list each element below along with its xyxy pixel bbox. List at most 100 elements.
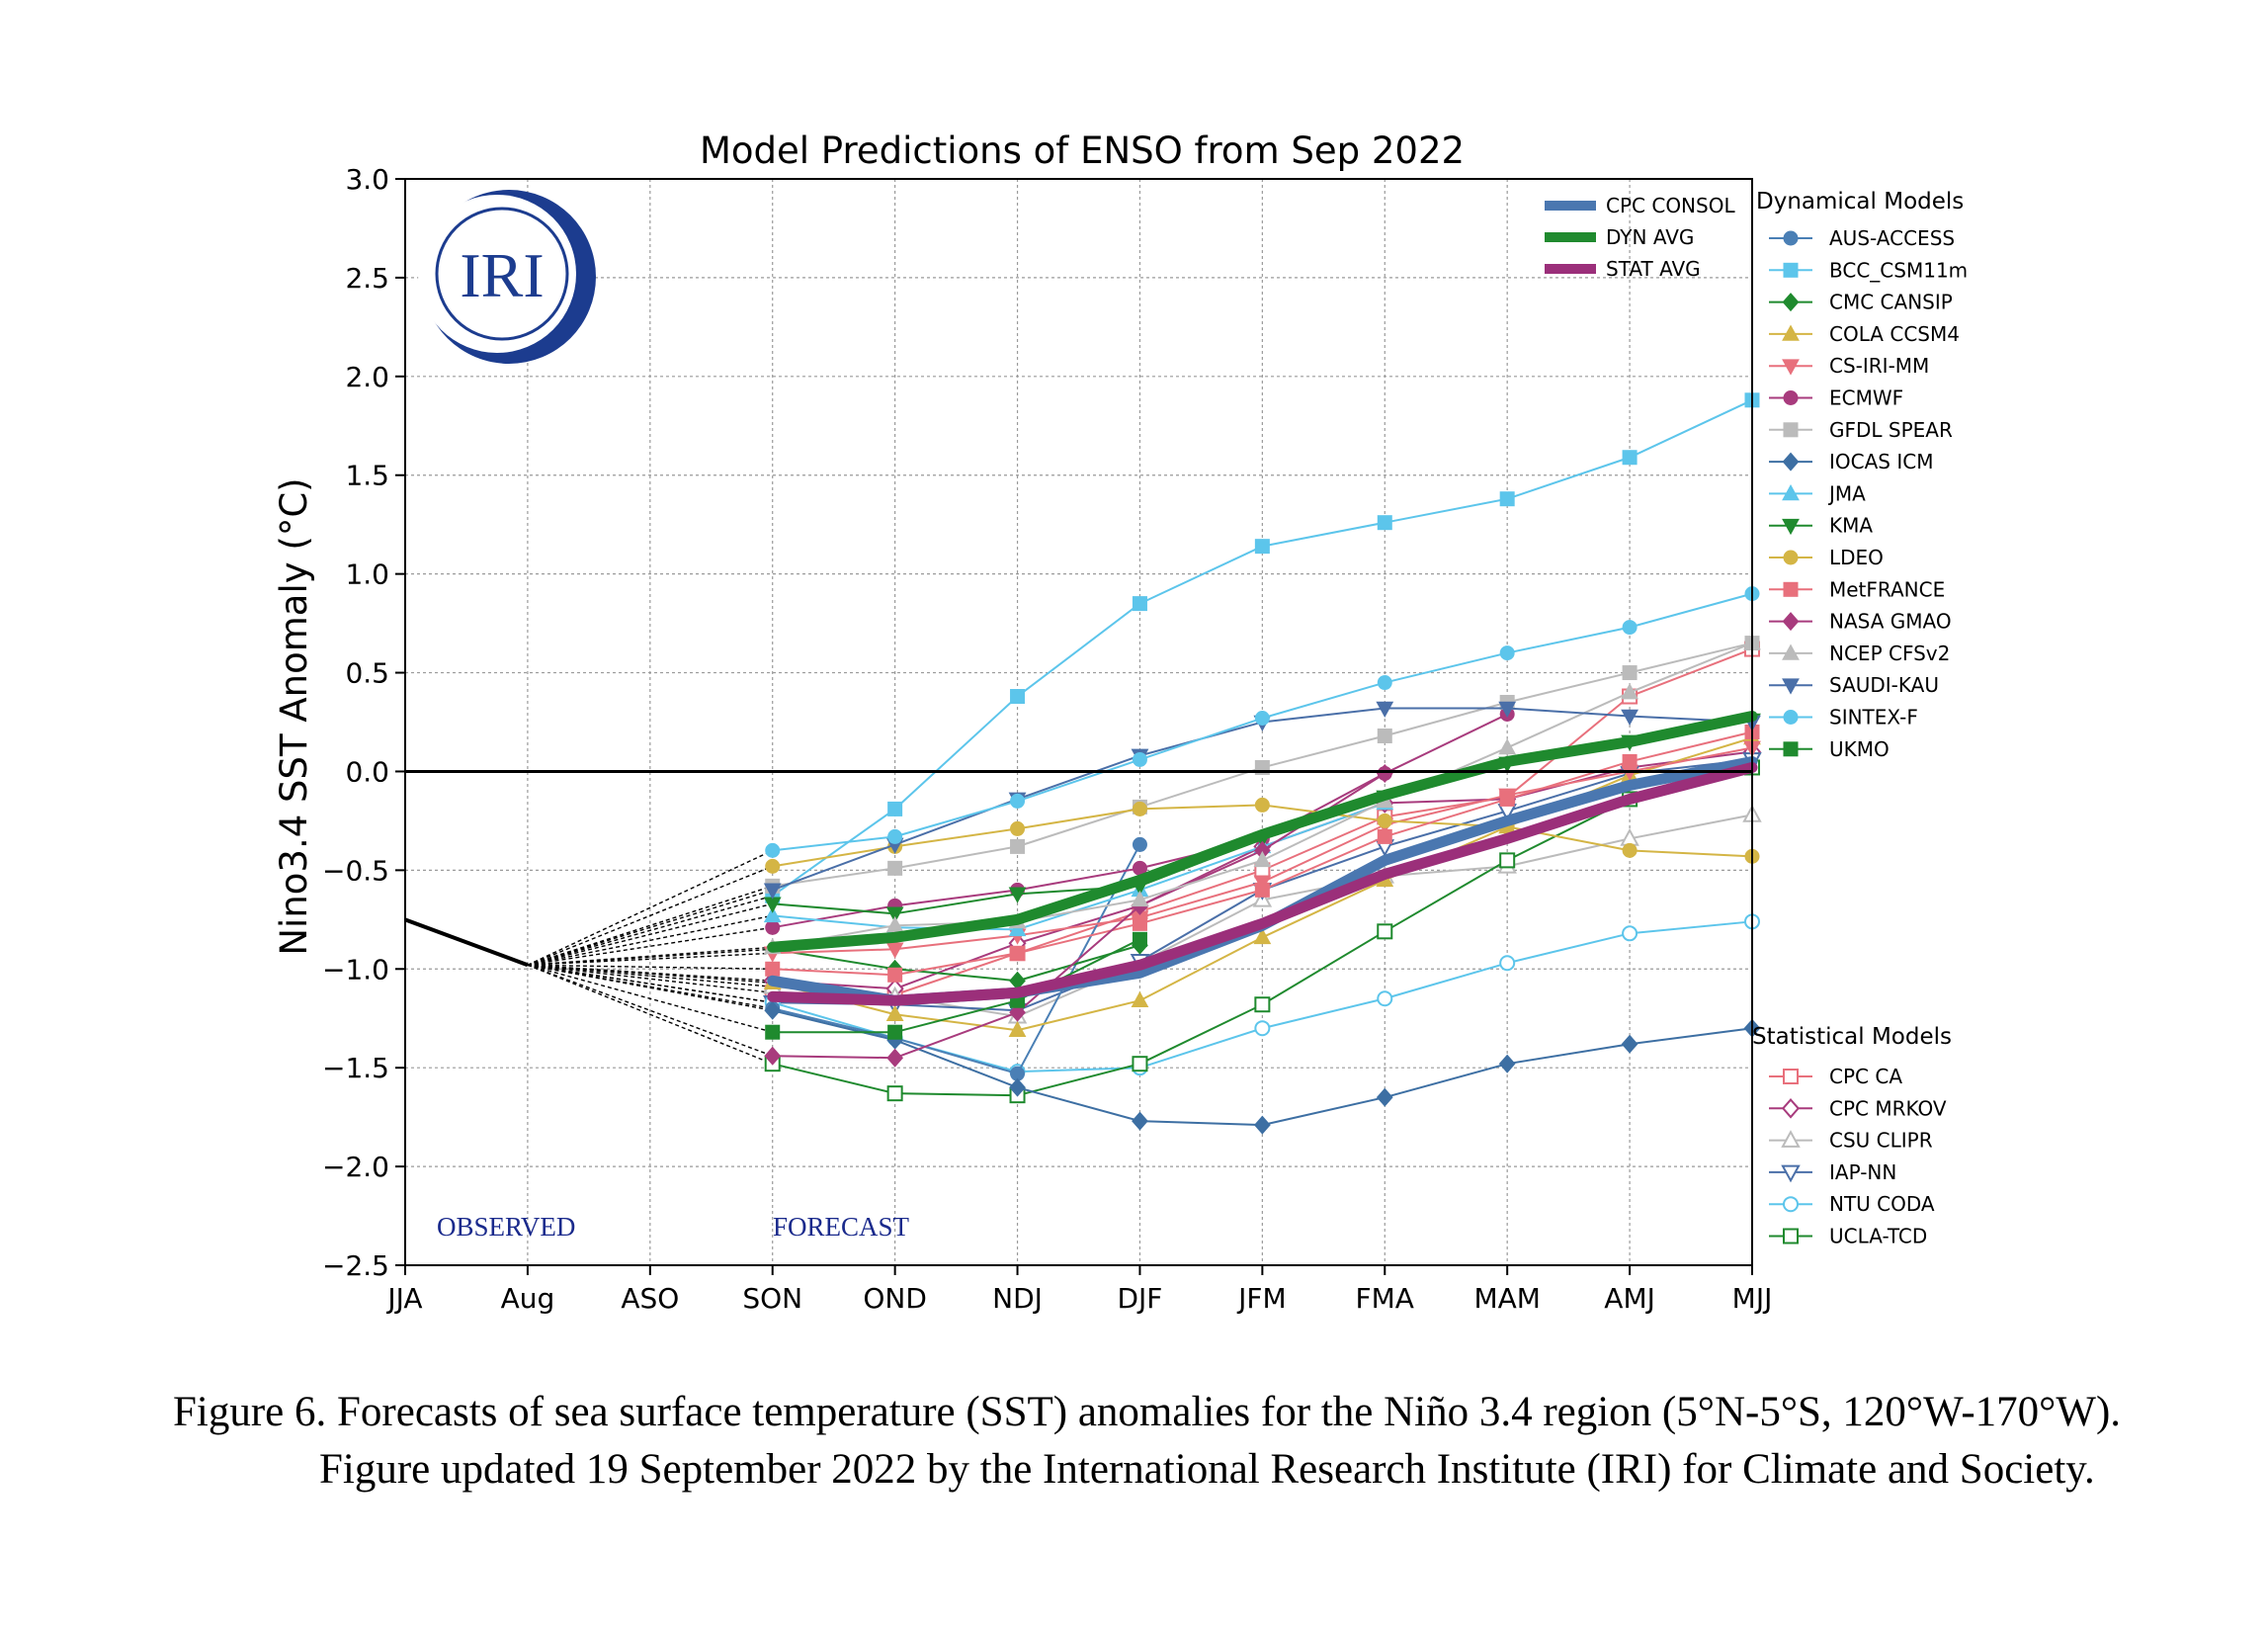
connector-line <box>527 964 773 982</box>
marker-square <box>886 1085 903 1102</box>
marker-square <box>1499 852 1516 869</box>
legend-label: UKMO <box>1829 737 1890 761</box>
marker-square <box>1622 450 1638 466</box>
marker-circle <box>1622 925 1638 942</box>
marker-diamond <box>886 1048 904 1068</box>
marker-circle <box>1377 675 1392 691</box>
marker-circle <box>1783 390 1799 405</box>
marker-square <box>1132 931 1147 947</box>
marker-circle <box>1622 620 1638 636</box>
chart-title: Model Predictions of ENSO from Sep 2022 <box>700 129 1465 172</box>
marker-triangle-up <box>1498 738 1517 755</box>
marker-square <box>887 860 903 876</box>
legend-label: GFDL SPEAR <box>1829 418 1953 442</box>
legend-label: IAP-NN <box>1829 1160 1896 1184</box>
marker-circle <box>1783 1196 1799 1213</box>
marker-triangle-down <box>885 906 904 923</box>
legend-label: JMA <box>1827 481 1866 505</box>
marker-diamond <box>1376 1087 1393 1107</box>
legend-label: CMC CANSIP <box>1829 291 1953 314</box>
legend-label: NASA GMAO <box>1829 610 1952 634</box>
marker-square <box>1783 1069 1799 1084</box>
y-tick-label: −2.5 <box>322 1249 389 1282</box>
marker-diamond <box>1781 1098 1801 1119</box>
marker-square <box>1254 996 1271 1013</box>
legend-label: BCC_CSM11m <box>1829 258 1968 282</box>
marker-square <box>1499 491 1515 507</box>
marker-diamond <box>1782 452 1800 472</box>
marker-circle <box>1783 230 1799 246</box>
marker-diamond <box>764 1000 782 1020</box>
marker-diamond <box>1009 1002 1026 1022</box>
marker-square <box>1783 422 1799 438</box>
marker-diamond <box>1253 1115 1271 1135</box>
marker-square <box>765 961 781 977</box>
marker-circle <box>1010 820 1026 836</box>
iri-logo-text: IRI <box>460 240 544 310</box>
marker-circle <box>1132 836 1147 852</box>
y-tick-label: 1.0 <box>345 558 389 591</box>
marker-diamond <box>1376 763 1393 783</box>
marker-square <box>1010 838 1026 854</box>
connector-line <box>527 964 773 1057</box>
marker-square <box>1132 915 1147 931</box>
y-tick-label: −0.5 <box>322 854 389 887</box>
series-ukmo <box>765 931 1147 1040</box>
legend-dynamical: AUS-ACCESS BCC_CSM11m CMC CANSIP COLA CCSM4… <box>1769 226 1968 761</box>
marker-circle <box>1622 842 1638 858</box>
x-tick-label: JJA <box>385 1282 422 1315</box>
x-tick-label: DJF <box>1117 1282 1162 1315</box>
marker-triangle-up <box>1781 1130 1801 1148</box>
marker-circle <box>1499 955 1516 972</box>
marker-square <box>1010 945 1026 961</box>
legend-label: STAT AVG <box>1606 257 1701 281</box>
line-nasa-gmao <box>771 772 1386 1060</box>
connector-line <box>527 964 773 970</box>
marker-circle <box>1499 645 1515 661</box>
marker-triangle-up <box>1131 890 1149 907</box>
marker-diamond <box>1009 1077 1026 1097</box>
y-tick-label: −1.5 <box>322 1052 389 1084</box>
connector-line <box>527 889 773 966</box>
x-tick-label: Aug <box>501 1282 555 1315</box>
marker-diamond <box>1782 612 1800 632</box>
marker-diamond <box>1621 1034 1638 1054</box>
marker-triangle-down <box>1376 701 1394 718</box>
legend-label: UCLA-TCD <box>1829 1225 1927 1248</box>
marker-circle <box>1783 550 1799 565</box>
marker-square <box>1783 262 1799 278</box>
line-cmc-cansip <box>771 944 1141 983</box>
legend-label: COLA CCSM4 <box>1829 322 1960 346</box>
legend-statistical: CPC CA CPC MRKOV CSU CLIPR IAP-NN NTU CODA UC… <box>1769 1065 1947 1248</box>
y-tick-label: 3.0 <box>345 163 389 196</box>
y-tick-label: 0.0 <box>345 755 389 788</box>
marker-circle <box>1132 751 1147 767</box>
marker-triangle-up <box>1253 927 1272 945</box>
marker-triangle-up <box>1131 990 1149 1008</box>
marker-square <box>1377 515 1392 531</box>
x-tick-label: JFM <box>1236 1282 1287 1315</box>
legend-label: IOCAS ICM <box>1829 450 1933 473</box>
marker-circle <box>1132 801 1147 816</box>
connector-line <box>527 914 773 966</box>
y-tick-label: 2.5 <box>345 262 389 295</box>
legend-averages: CPC CONSOL DYN AVG STAT AVG <box>1545 194 1735 281</box>
marker-square <box>1783 581 1799 597</box>
legend-label: NTU CODA <box>1829 1192 1935 1216</box>
marker-square <box>887 1024 903 1040</box>
marker-square <box>1254 882 1270 898</box>
legend-label: KMA <box>1829 514 1873 538</box>
x-tick-label: FMA <box>1356 1282 1414 1315</box>
x-tick-label: OND <box>863 1282 927 1315</box>
marker-circle <box>765 919 781 935</box>
connector-line <box>527 895 773 966</box>
marker-triangle-up <box>1253 850 1272 868</box>
y-tick-label: −2.0 <box>322 1151 389 1183</box>
legend-label: NCEP CFSv2 <box>1829 642 1950 665</box>
legend-label: LDEO <box>1829 546 1884 569</box>
legend-label: CPC CONSOL <box>1606 194 1735 217</box>
marker-triangle-up <box>1782 643 1800 660</box>
connector-line <box>527 952 773 966</box>
marker-square <box>1622 665 1638 681</box>
legend-dynamical-title: Dynamical Models <box>1756 189 1964 214</box>
